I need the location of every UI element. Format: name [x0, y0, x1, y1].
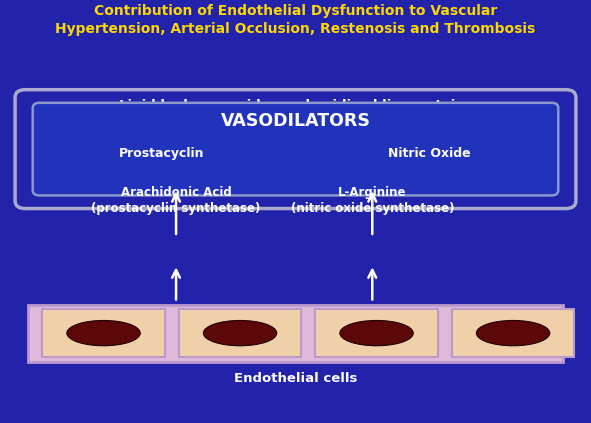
- FancyBboxPatch shape: [43, 309, 165, 357]
- Text: VASODILATORS: VASODILATORS: [220, 112, 371, 130]
- Ellipse shape: [67, 321, 140, 346]
- Ellipse shape: [476, 321, 550, 346]
- Ellipse shape: [203, 321, 277, 346]
- Text: Endothelial cells: Endothelial cells: [234, 372, 357, 385]
- Text: Prostacyclin: Prostacyclin: [119, 147, 204, 160]
- Ellipse shape: [340, 321, 413, 346]
- FancyBboxPatch shape: [28, 305, 563, 362]
- FancyBboxPatch shape: [179, 309, 301, 357]
- Text: Lipid hydroperoxides and oxidized lipoproteins
lower endogenous vasodilators: Lipid hydroperoxides and oxidized lipopr…: [119, 99, 472, 129]
- Text: Nitric Oxide: Nitric Oxide: [388, 147, 470, 160]
- Text: Arachidonic Acid
(prostacyclin synthetase): Arachidonic Acid (prostacyclin synthetas…: [92, 187, 261, 215]
- Text: L-Arginine
(nitric oxide synthetase): L-Arginine (nitric oxide synthetase): [291, 187, 454, 215]
- FancyBboxPatch shape: [452, 309, 574, 357]
- Text: Contribution of Endothelial Dysfunction to Vascular
Hypertension, Arterial Occlu: Contribution of Endothelial Dysfunction …: [56, 4, 535, 36]
- FancyBboxPatch shape: [15, 90, 576, 209]
- FancyBboxPatch shape: [316, 309, 438, 357]
- FancyBboxPatch shape: [33, 103, 558, 195]
